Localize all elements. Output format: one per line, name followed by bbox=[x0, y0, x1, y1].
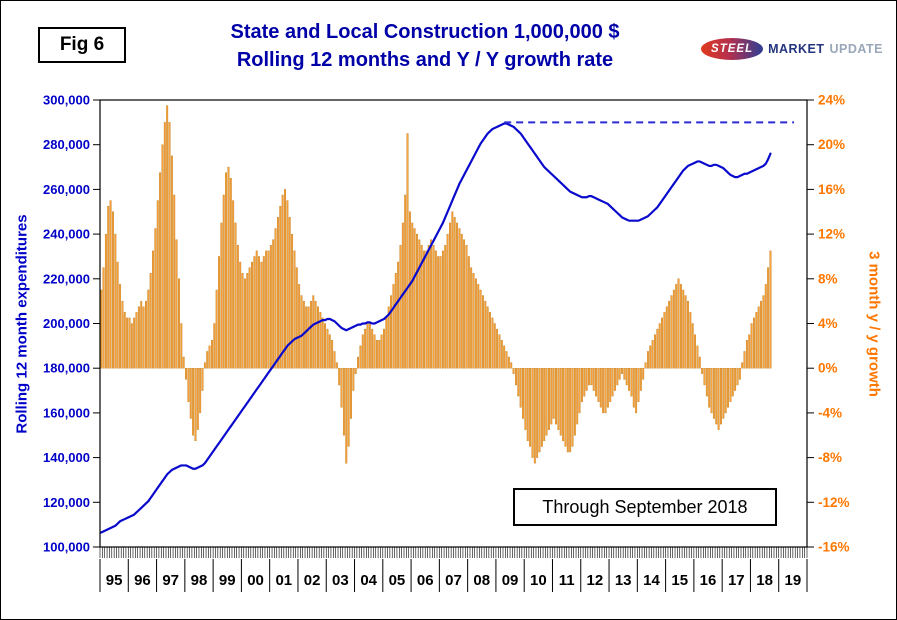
plot-border bbox=[99, 99, 808, 548]
right-tick-label: 8% bbox=[818, 271, 838, 286]
right-tick-label: -12% bbox=[818, 495, 850, 510]
month-ticks bbox=[99, 547, 808, 558]
left-tick-label: 200,000 bbox=[43, 316, 90, 331]
year-label: 01 bbox=[275, 572, 292, 589]
left-tick-label: 220,000 bbox=[43, 271, 90, 286]
left-tick-label: 180,000 bbox=[43, 361, 90, 376]
right-tick-label: -8% bbox=[818, 450, 842, 465]
year-label: 98 bbox=[191, 572, 208, 589]
year-label: 19 bbox=[785, 572, 802, 589]
year-label: 13 bbox=[615, 572, 632, 589]
year-axis: 95 96 97 98 99 00 01 02 03 04 05 06 07 08 09 10 11 12 13 14… bbox=[99, 559, 808, 592]
year-label: 05 bbox=[389, 572, 406, 589]
expenditures-line bbox=[100, 122, 772, 534]
chart-title-line2: Rolling 12 months and Y / Y growth rate bbox=[236, 49, 614, 71]
chart-title: State and Local Construction 1,000,000 $… bbox=[140, 18, 710, 74]
right-tick-label: 0% bbox=[818, 361, 838, 376]
year-label: 17 bbox=[728, 572, 745, 589]
left-tick-label: 240,000 bbox=[43, 227, 90, 242]
smu-logo-market: MARKET bbox=[768, 42, 825, 56]
right-tick-label: 12% bbox=[818, 227, 845, 242]
left-tick-label: 260,000 bbox=[43, 182, 90, 197]
smu-logo-update: UPDATE bbox=[829, 42, 883, 56]
year-label: 12 bbox=[587, 572, 604, 589]
year-label: 14 bbox=[643, 572, 660, 589]
year-label: 07 bbox=[445, 572, 462, 589]
left-tick-label: 300,000 bbox=[43, 93, 90, 108]
year-label: 99 bbox=[219, 572, 236, 589]
right-tick-label: 16% bbox=[818, 182, 845, 197]
chart-title-line1: State and Local Construction 1,000,000 $ bbox=[230, 21, 620, 43]
year-label: 11 bbox=[559, 572, 575, 589]
smu-logo-oval: STEEL bbox=[701, 38, 764, 60]
right-tick-label: 24% bbox=[818, 93, 845, 108]
growth-bars bbox=[100, 105, 772, 464]
smu-logo-steel: STEEL bbox=[711, 43, 754, 55]
year-label: 95 bbox=[106, 572, 123, 589]
year-label: 09 bbox=[502, 572, 519, 589]
figure-label: Fig 6 bbox=[38, 27, 126, 63]
right-tick-label: 4% bbox=[818, 316, 838, 331]
year-label: 02 bbox=[304, 572, 321, 589]
year-label: 00 bbox=[247, 572, 264, 589]
left-tick-label: 280,000 bbox=[43, 137, 90, 152]
year-label: 15 bbox=[671, 572, 688, 589]
year-label: 04 bbox=[360, 572, 377, 589]
left-tick-label: 160,000 bbox=[43, 405, 90, 420]
smu-logo: STEEL MARKET UPDATE bbox=[701, 38, 883, 60]
right-axis-title: 3 month y / y growth bbox=[865, 251, 883, 397]
year-label: 10 bbox=[530, 572, 547, 589]
right-tick-label: -4% bbox=[818, 405, 842, 420]
left-tick-label: 140,000 bbox=[43, 450, 90, 465]
year-label: 03 bbox=[332, 572, 349, 589]
right-tick-label: -16% bbox=[818, 540, 850, 555]
year-label: 96 bbox=[134, 572, 151, 589]
left-tick-label: 100,000 bbox=[43, 540, 90, 555]
right-axis-ticks: 24% 20% 16% 12% 8% 4% 0% -4% -8% -12% -16% bbox=[807, 93, 850, 555]
left-axis-title: Rolling 12 month expenditures bbox=[13, 214, 31, 434]
left-tick-label: 120,000 bbox=[43, 495, 90, 510]
year-label: 97 bbox=[162, 572, 179, 589]
right-tick-label: 20% bbox=[818, 137, 845, 152]
year-label: 06 bbox=[417, 572, 434, 589]
year-label: 16 bbox=[700, 572, 717, 589]
year-label: 08 bbox=[473, 572, 490, 589]
year-label: 18 bbox=[756, 572, 773, 589]
through-date-box: Through September 2018 bbox=[513, 488, 777, 526]
left-axis-ticks: 300,000 280,000 260,000 240,000 220,000 200,0… bbox=[43, 93, 100, 555]
